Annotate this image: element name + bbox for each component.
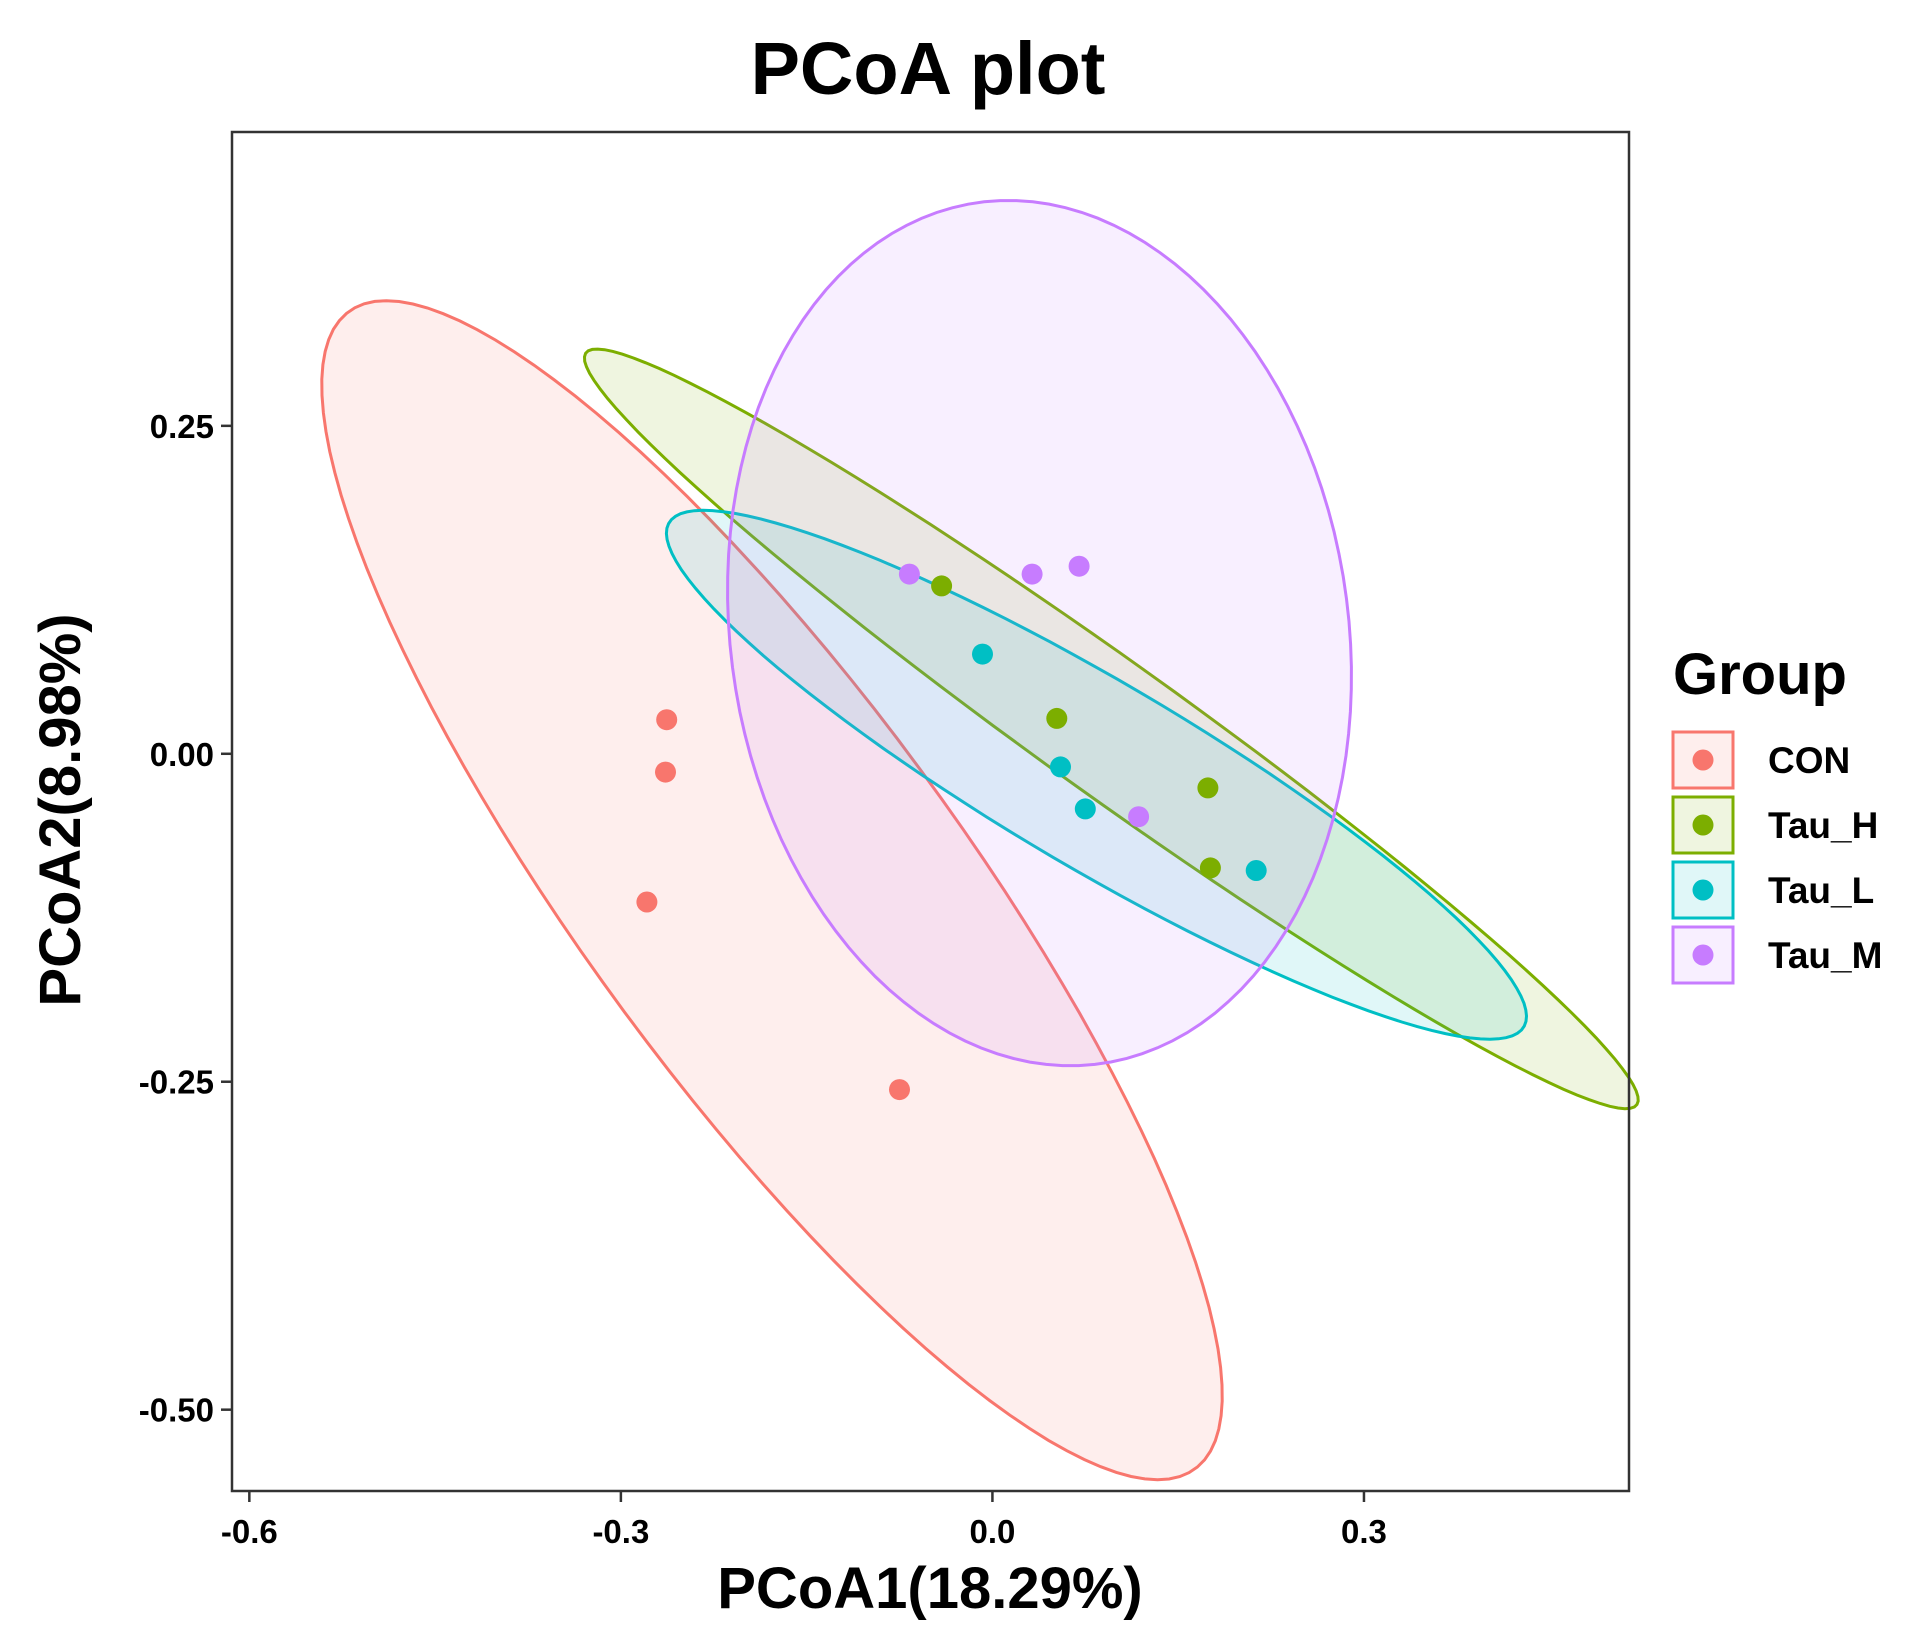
y-tick-label: -0.50 <box>139 1392 214 1429</box>
point-tau-l-3 <box>1074 798 1096 820</box>
point-con-2 <box>655 761 676 783</box>
point-tau-m-2 <box>1021 563 1043 585</box>
legend-item-tau-m: Tau_M <box>1671 925 1882 985</box>
x-tick-label: -0.3 <box>592 1513 649 1550</box>
point-con-1 <box>656 709 678 731</box>
legend-marker <box>1692 749 1714 771</box>
legend-item-tau-l: Tau_L <box>1671 860 1874 920</box>
x-tick-label: -0.6 <box>221 1513 278 1550</box>
point-con-4 <box>889 1079 910 1101</box>
plot-panel <box>232 132 1629 1491</box>
legend-title: Group <box>1673 642 1847 707</box>
x-tick-label: 0.3 <box>1341 1513 1387 1550</box>
legend-marker <box>1692 879 1714 901</box>
legend-items: CON Tau_H Tau_L Tau_M <box>1671 730 1882 985</box>
y-tick-label: 0.25 <box>150 408 214 445</box>
legend-item-con: CON <box>1671 730 1850 790</box>
y-axis-ticks: 0.25 0.00 -0.25 -0.50 <box>139 408 232 1429</box>
ellipse-tau-l <box>664 508 1529 1041</box>
x-axis-ticks: -0.6 -0.3 0.0 0.3 <box>221 1491 1387 1550</box>
point-tau-l-2 <box>1050 756 1071 778</box>
plot-border <box>230 130 1631 1493</box>
legend-marker <box>1692 814 1714 836</box>
y-tick-label: -0.25 <box>139 1064 214 1101</box>
legend-label: Tau_L <box>1768 870 1874 911</box>
legend-key <box>1671 860 1735 920</box>
point-tau-l-4 <box>1245 860 1267 881</box>
x-tick-label: 0.0 <box>969 1513 1015 1550</box>
point-tau-h-1 <box>931 575 953 597</box>
x-axis-label: PCoA1(18.29%) <box>717 1556 1142 1621</box>
point-tau-m-1 <box>898 563 920 585</box>
point-tau-h-4 <box>1199 857 1221 879</box>
chart-title: PCoA plot <box>751 27 1106 110</box>
legend-item-tau-h: Tau_H <box>1671 795 1878 855</box>
ellipse-tau-m <box>726 199 1353 1068</box>
legend-marker <box>1692 944 1714 966</box>
point-con-3 <box>636 891 658 913</box>
point-tau-h-2 <box>1046 707 1068 729</box>
y-tick-label: 0.00 <box>150 736 214 773</box>
ellipse-tau-h <box>582 347 1640 1111</box>
y-axis-label: PCoA2(8.98%) <box>28 613 93 1006</box>
legend-key <box>1671 925 1735 985</box>
point-tau-l-1 <box>972 643 993 665</box>
legend-label: Tau_H <box>1768 805 1878 846</box>
legend-label: Tau_M <box>1768 935 1882 976</box>
data-points <box>636 555 1267 1101</box>
point-tau-h-3 <box>1197 777 1219 799</box>
point-tau-m-4 <box>1128 806 1150 828</box>
point-tau-m-3 <box>1068 555 1090 577</box>
ellipse-con <box>320 299 1224 1482</box>
confidence-ellipses <box>320 199 1640 1482</box>
legend: Group CON Tau_H Tau_L Tau_M <box>1671 642 1882 985</box>
legend-label: CON <box>1768 740 1850 781</box>
